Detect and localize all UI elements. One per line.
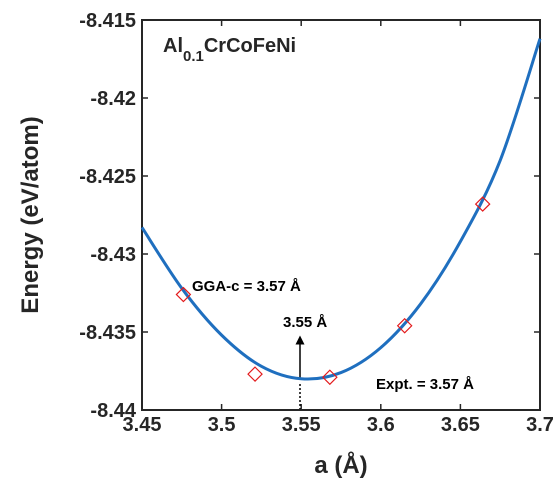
annotation: 3.55 Å — [283, 314, 327, 331]
chart-title: Al0.1CrCoFeNi — [163, 35, 296, 65]
data-point — [247, 366, 263, 382]
fit-line — [140, 38, 542, 381]
y-axis-label: Energy (eV/atom) — [17, 116, 44, 313]
plot-frame — [141, 19, 541, 411]
x-tick-label: 3.65 — [441, 414, 480, 436]
data-point — [396, 317, 413, 334]
y-tick-label: -8.44 — [90, 400, 136, 422]
x-tick-label: 3.7 — [526, 414, 554, 436]
y-tick-label: -8.415 — [79, 10, 136, 32]
data-point — [474, 196, 491, 212]
x-tick-label: 3.55 — [282, 414, 321, 436]
data-point — [175, 286, 192, 303]
x-axis-label: a (Å) — [314, 451, 367, 479]
x-tick-label: 3.6 — [367, 414, 395, 436]
y-tick-label: -8.43 — [90, 244, 136, 266]
annotation: Expt. = 3.57 Å — [376, 376, 474, 393]
data-point — [322, 369, 338, 386]
x-tick-label: 3.45 — [123, 414, 162, 436]
y-tick-label: -8.425 — [79, 166, 136, 188]
annotation: GGA-c = 3.57 Å — [192, 278, 301, 295]
y-tick-label: -8.435 — [79, 322, 136, 344]
y-tick-label: -8.42 — [90, 88, 136, 110]
x-tick-label: 3.5 — [208, 414, 236, 436]
